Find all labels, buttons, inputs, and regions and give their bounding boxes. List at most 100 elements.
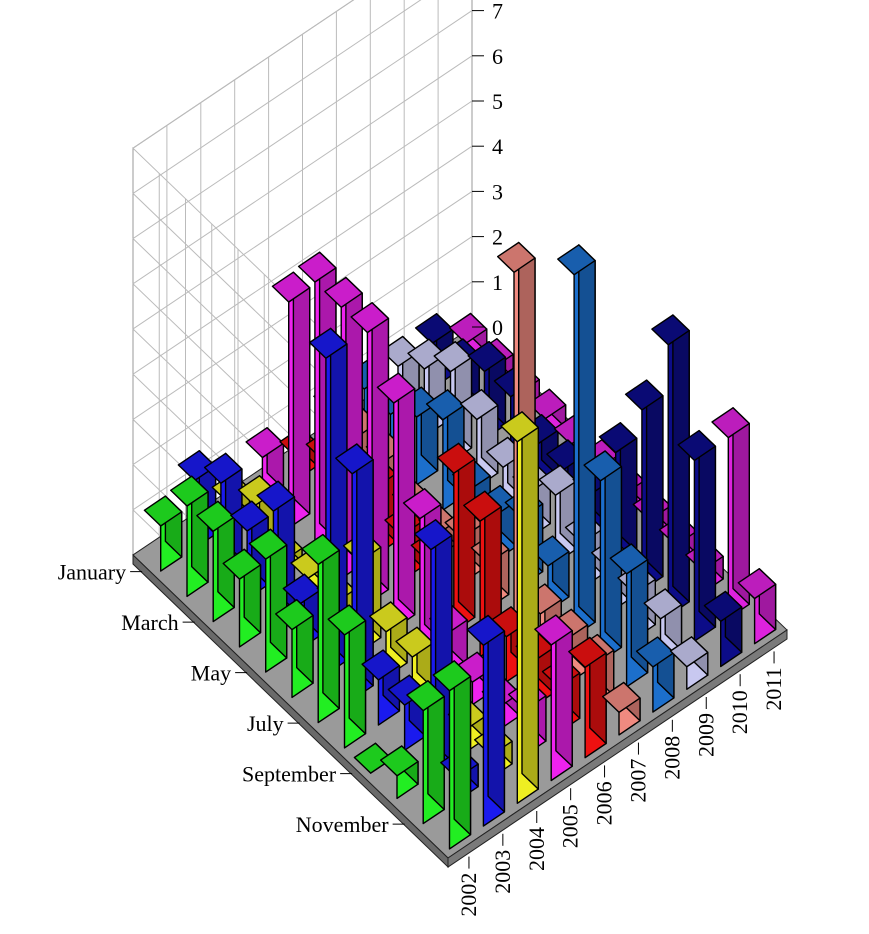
bar-top xyxy=(609,543,649,575)
bar-top xyxy=(380,745,419,777)
year-tick-label: 2007 xyxy=(625,759,650,803)
bar-top xyxy=(602,681,641,713)
z-tick-label: 4 xyxy=(492,134,503,159)
bar-top xyxy=(406,680,445,712)
bar-top xyxy=(467,340,507,373)
bar-face xyxy=(604,450,623,649)
z-tick-label: 7 xyxy=(492,0,503,24)
bar-2003-august xyxy=(361,649,401,726)
bar-top xyxy=(624,379,664,411)
month-tick-label: July xyxy=(247,711,284,736)
month-tick-label: May xyxy=(191,661,231,686)
bar-2011-december xyxy=(737,568,777,645)
bar-face xyxy=(521,411,539,790)
bar-2010-november xyxy=(677,429,717,642)
bar-top xyxy=(376,372,416,404)
bar-top xyxy=(703,590,743,622)
bar-top xyxy=(203,452,243,484)
bar-top xyxy=(557,244,596,276)
bar-top xyxy=(643,588,683,620)
year-tick-label: 2003 xyxy=(490,850,515,894)
bar-top xyxy=(651,314,690,346)
year-tick-label: 2009 xyxy=(693,713,718,757)
bar-top xyxy=(297,251,337,283)
bar-top xyxy=(598,422,638,454)
bar-top xyxy=(327,604,367,636)
bar-top xyxy=(335,443,374,475)
z-tick-label: 0 xyxy=(492,315,503,340)
bar-top xyxy=(369,601,408,633)
bar-top xyxy=(497,241,536,273)
bar-face xyxy=(732,407,750,605)
z-tick-label: 5 xyxy=(492,89,503,114)
bar-top xyxy=(466,614,506,646)
year-tick-label: 2010 xyxy=(727,690,752,734)
month-tick-label: March xyxy=(121,610,178,635)
bar-top xyxy=(527,388,567,420)
bar-face xyxy=(397,372,416,616)
bar-2002-january xyxy=(143,495,183,572)
bar-2002-august xyxy=(327,604,367,749)
bar-top xyxy=(530,535,570,567)
bar-2009-july xyxy=(538,464,578,564)
bar-face xyxy=(453,660,472,836)
year-tick-label: 2006 xyxy=(592,781,617,825)
year-tick-label: 2004 xyxy=(524,827,549,871)
bar-2002-april xyxy=(222,548,262,648)
bar-top xyxy=(248,528,288,560)
bar-face xyxy=(645,379,664,578)
bar-2005-february xyxy=(271,271,311,529)
bar-2009-december xyxy=(669,636,709,690)
z-tick-label: 3 xyxy=(492,179,503,204)
bar-top xyxy=(324,276,363,308)
bar-2010-december xyxy=(703,590,743,668)
bar-2002-december xyxy=(432,660,472,850)
axis-labels: 0123456789JanuaryMarchMayJulySeptemberNo… xyxy=(58,0,786,917)
bar-2007-december xyxy=(602,681,641,736)
bar-2002-may xyxy=(248,528,288,673)
bar-2005-june xyxy=(376,372,416,630)
bar-top xyxy=(222,548,262,580)
z-tick-label: 2 xyxy=(492,225,503,250)
bar-top xyxy=(256,480,296,512)
bar-top xyxy=(534,614,573,646)
bar-2002-june xyxy=(275,599,314,699)
bar-top xyxy=(169,475,209,507)
bar-top xyxy=(568,636,607,668)
bar-face xyxy=(698,429,717,628)
bar-face xyxy=(292,271,311,515)
bar-2003-december xyxy=(466,614,506,827)
bar-face xyxy=(578,244,596,623)
bar-face xyxy=(457,442,476,618)
bar-top xyxy=(350,302,390,334)
bar-group xyxy=(143,241,777,850)
bar-top xyxy=(301,533,340,566)
bar-face xyxy=(487,614,506,813)
year-tick-label: 2005 xyxy=(558,804,583,848)
bar-top xyxy=(143,495,183,527)
bar-2010-september xyxy=(624,379,664,592)
bar-2002-march xyxy=(196,500,235,623)
z-tick-label: 6 xyxy=(492,44,503,69)
bar-top xyxy=(711,407,750,439)
bar-2002-october xyxy=(380,745,419,800)
year-tick-label: 2002 xyxy=(456,873,481,917)
bar-top xyxy=(230,500,269,532)
bar-top xyxy=(436,442,476,474)
bar-top xyxy=(463,490,502,522)
z-tick-label: 1 xyxy=(492,270,503,295)
bar-face xyxy=(672,314,690,603)
bar-top xyxy=(448,312,488,344)
bar-top xyxy=(275,599,314,631)
bar-2011-november xyxy=(711,407,750,620)
floor-side-right xyxy=(447,629,788,868)
month-tick-label: November xyxy=(296,812,390,837)
bar-top xyxy=(677,429,717,462)
bar-top xyxy=(500,411,539,443)
bar-2002-november xyxy=(406,680,445,825)
month-tick-label: January xyxy=(58,560,126,585)
bar-2004-december xyxy=(500,411,539,804)
bar-top xyxy=(737,568,777,600)
year-tick-label: 2008 xyxy=(659,736,684,780)
